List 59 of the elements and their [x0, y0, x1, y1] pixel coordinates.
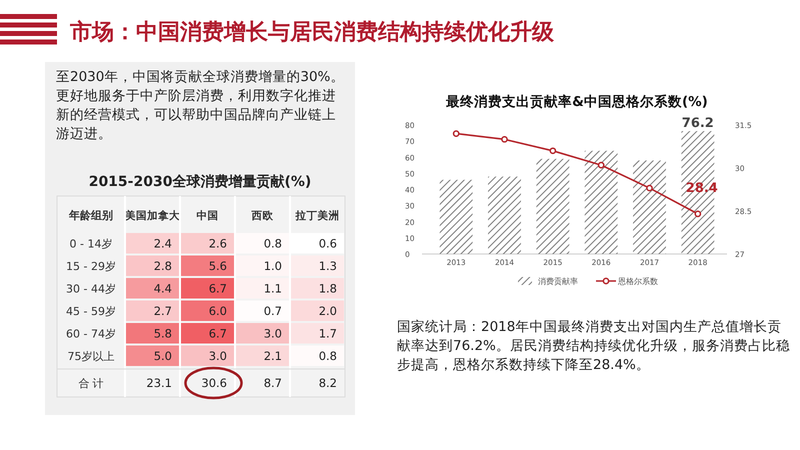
point [501, 136, 508, 143]
data-label: 3.0 [208, 348, 227, 363]
point [549, 147, 556, 154]
bar [536, 158, 570, 254]
y-tick-label: 30 - 44岁 [66, 282, 116, 296]
bar [584, 150, 618, 254]
data-label: 0.6 [318, 236, 337, 250]
y-tick-label: 45 - 59岁 [66, 304, 116, 318]
x-tick-label: 中国 [196, 209, 218, 222]
text: 至2030年，中国将贡献全球消费增量的30%。更好地服务于中产阶层消费，利用数字化推进新的经营模式，可以帮助中国品牌向产业链上游迈进。 [56, 68, 346, 144]
point [646, 184, 653, 192]
data-label: 2.8 [154, 258, 172, 273]
data-label: 0.7 [264, 304, 282, 318]
text: 30.6 [201, 376, 227, 390]
legend-label: 消费贡献率 [538, 277, 578, 286]
chart-title: 最终消费支出贡献率&中国恩格尔系数(%) [445, 93, 708, 110]
y-axis-title: 年龄组别 [68, 209, 113, 222]
chart-title: 2015-2030全球消费增量贡献(%) [88, 174, 312, 190]
text: 国家统计局：2018年中国最终消费支出对国内生产总值增长贡献率达到76.2%。居民消费结构持续优化升级，服务消费占比稳步提高，恩格尔系数持续下降至28.4%。 [397, 318, 791, 375]
data-label: 2.0 [318, 304, 337, 318]
bar [488, 176, 521, 254]
data-label: 76.2 [682, 116, 714, 132]
data-label: 6.7 [208, 326, 227, 340]
data-label: 1.3 [318, 258, 337, 273]
bar [633, 160, 666, 254]
y-tick-label: 60 - 74岁 [66, 327, 116, 340]
text: 23.1 [146, 376, 172, 390]
data-label: 2.1 [264, 348, 282, 363]
text: 市场：中国消费增长与居民消费结构持续优化升级 [69, 19, 555, 45]
text: 合 计 [78, 377, 104, 390]
y-tick-label: 15 - 29岁 [66, 260, 116, 273]
y-tick-label: 75岁以上 [68, 350, 114, 363]
data-label: 1.1 [264, 281, 282, 296]
y-tick-label: 0 - 14岁 [70, 237, 112, 250]
data-label: 6.7 [208, 281, 227, 296]
data-label: 5.6 [208, 258, 227, 273]
point [452, 130, 460, 137]
data-label: 2.4 [154, 236, 172, 250]
x-tick-label: 拉丁美洲 [294, 209, 340, 222]
legend-label: 恩格尔系数 [617, 277, 658, 286]
data-label: 1.0 [264, 258, 282, 273]
point [598, 162, 605, 168]
data-label: 3.0 [264, 326, 282, 340]
data-label: 5.8 [154, 326, 172, 340]
data-label: 2.6 [208, 236, 227, 250]
x-tick-label: 西欧 [250, 210, 274, 222]
data-label: 0.8 [264, 236, 282, 250]
text: 8.2 [318, 376, 337, 390]
x-tick-label: 美国加拿大 [124, 209, 181, 222]
bar [440, 180, 473, 254]
point [694, 210, 702, 218]
data-label: 1.8 [318, 281, 337, 296]
data-label: 0.8 [318, 348, 337, 363]
data-label: 5.0 [154, 348, 172, 363]
data-label: 2.7 [154, 304, 172, 318]
data-label: 1.7 [318, 326, 337, 340]
data-label: 4.4 [154, 281, 172, 296]
text: 8.7 [264, 376, 282, 390]
data-label: 6.0 [208, 304, 227, 318]
